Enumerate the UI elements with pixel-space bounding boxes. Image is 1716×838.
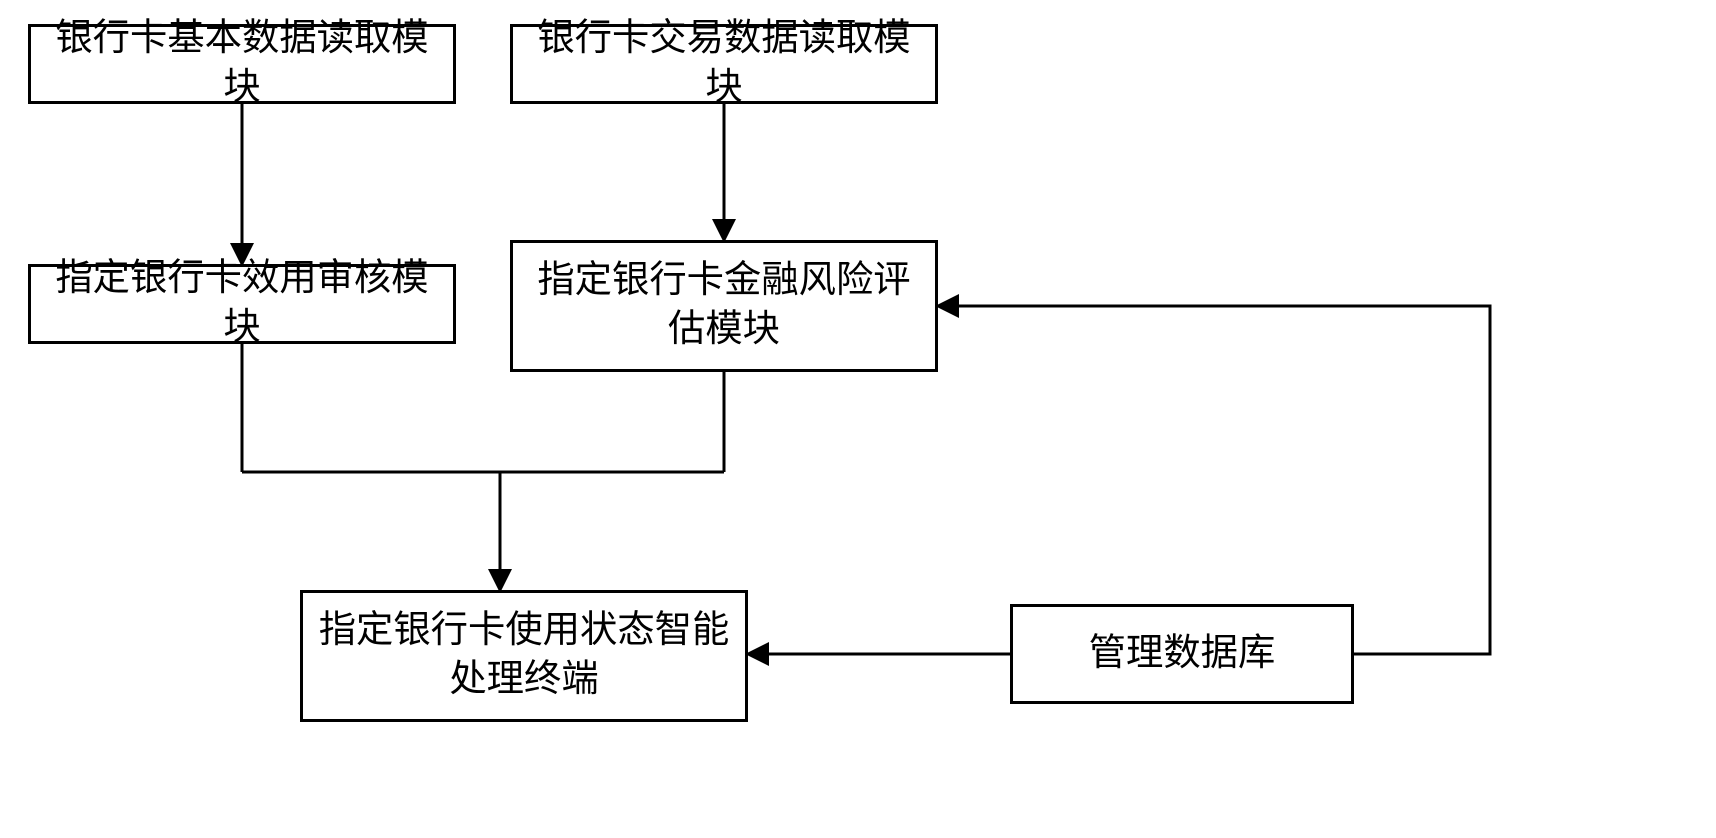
node-label: 管理数据库 <box>1089 630 1276 679</box>
node-label: 指定银行卡使用状态智能处理终端 <box>311 607 737 704</box>
node-label: 指定银行卡效用审核模块 <box>39 255 445 352</box>
flowchart-node-n6: 管理数据库 <box>1010 604 1354 704</box>
node-label: 银行卡基本数据读取模块 <box>39 15 445 112</box>
node-label: 指定银行卡金融风险评估模块 <box>521 257 927 354</box>
flowchart-node-n2: 银行卡交易数据读取模块 <box>510 24 938 104</box>
flowchart-node-n3: 指定银行卡效用审核模块 <box>28 264 456 344</box>
node-label: 银行卡交易数据读取模块 <box>521 15 927 112</box>
flowchart-node-n4: 指定银行卡金融风险评估模块 <box>510 240 938 372</box>
flowchart-node-n5: 指定银行卡使用状态智能处理终端 <box>300 590 748 722</box>
flowchart-node-n1: 银行卡基本数据读取模块 <box>28 24 456 104</box>
flowchart-edge <box>938 306 1490 654</box>
